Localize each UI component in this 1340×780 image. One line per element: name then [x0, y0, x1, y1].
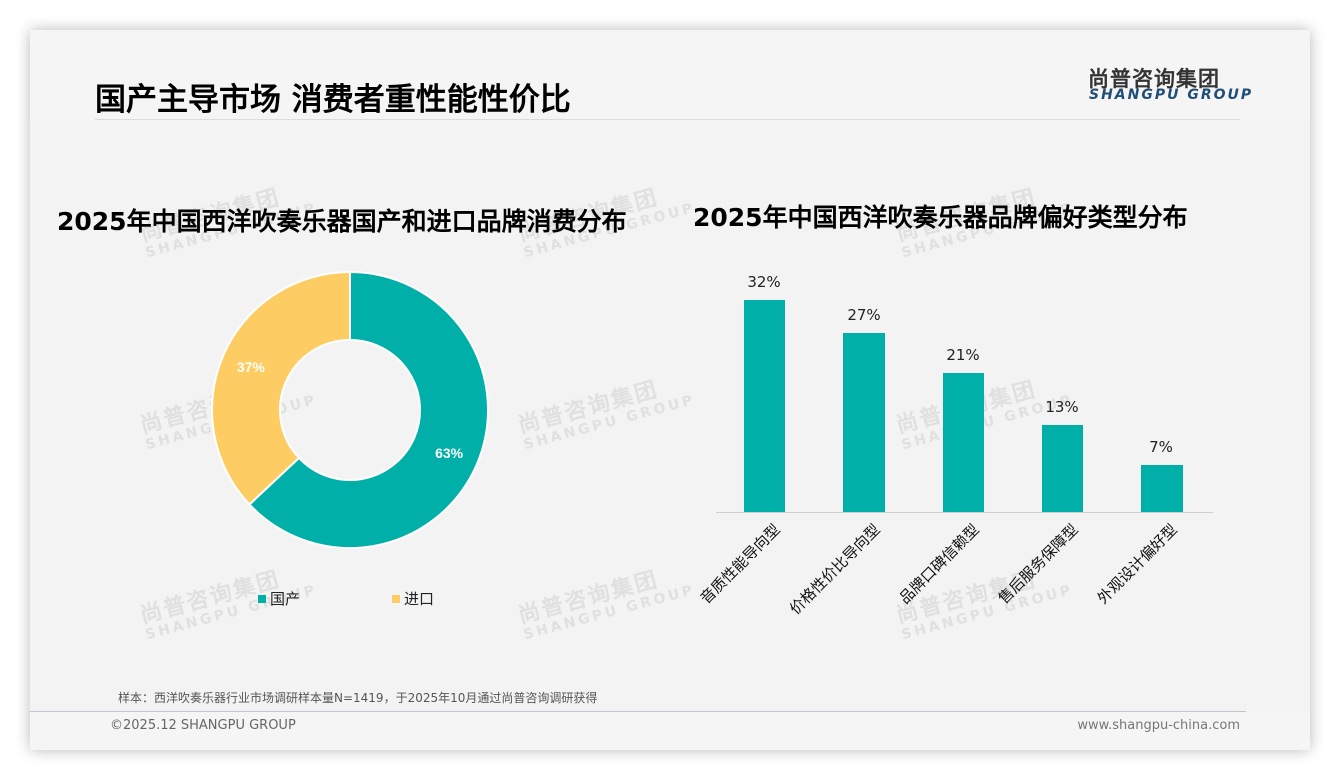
x-axis-label: 价格性价比导向型: [786, 520, 884, 619]
legend-item-import[interactable]: 进口: [392, 588, 434, 609]
footer-band: [30, 712, 1310, 750]
x-axis-label: 售后服务保障型: [994, 520, 1082, 608]
slide: 尚普咨询集团 SHANGPU GROUP 尚普咨询集团 SHANGPU GROUP …: [30, 30, 1310, 750]
legend-label: 进口: [404, 590, 435, 608]
bar-value-label: 21%: [946, 346, 980, 364]
bar-chart: 32% 27% 21% 13% 7%: [30, 30, 1310, 750]
bar-value-label: 27%: [847, 306, 881, 324]
bar-brand-reputation[interactable]: [943, 373, 984, 512]
donut-svg: 63% 37%: [211, 270, 489, 549]
sample-note: 样本：西洋吹奏乐器行业市场调研样本量N=1419，于2025年10月通过尚普咨询…: [118, 691, 598, 705]
bar-value-label: 7%: [1149, 438, 1173, 456]
footer-divider: [30, 711, 1246, 712]
website-link[interactable]: www.shangpu-china.com: [1077, 718, 1240, 733]
legend-swatch-yellow: [392, 594, 400, 603]
bar-after-sales[interactable]: [1042, 425, 1083, 512]
legend-swatch-teal: [258, 594, 266, 603]
bar-value-label: 32%: [747, 273, 781, 291]
page-title: 国产主导市场 消费者重性能性价比: [95, 82, 571, 118]
x-axis-label: 音质性能导向型: [696, 520, 784, 608]
legend-label: 国产: [270, 590, 301, 608]
x-axis-label: 品牌口碑信赖型: [895, 520, 983, 608]
donut-slice-domestic[interactable]: [247, 270, 489, 549]
donut-chart-title: 2025年中国西洋吹奏乐器国产和进口品牌消费分布: [57, 207, 627, 236]
donut-slice-import[interactable]: [211, 270, 351, 506]
donut-chart: 63% 37%: [210, 270, 490, 550]
header-band: [30, 30, 1310, 120]
title-divider: [95, 119, 1240, 120]
logo-text-en: SHANGPU GROUP: [1089, 87, 1254, 103]
copyright: ©2025.12 SHANGPU GROUP: [110, 718, 296, 733]
x-axis-label: 外观设计偏好型: [1093, 520, 1181, 608]
bar-value-label: 13%: [1045, 398, 1079, 416]
legend-item-domestic[interactable]: 国产: [258, 588, 300, 609]
slice-label-domestic: 63%: [435, 445, 464, 461]
bar-price-value[interactable]: [843, 333, 885, 512]
logo-text-cn: 尚普咨询集团: [1088, 67, 1220, 91]
x-axis-line: [716, 512, 1213, 513]
slice-label-import: 37%: [237, 359, 266, 375]
bar-chart-title: 2025年中国西洋吹奏乐器品牌偏好类型分布: [693, 203, 1188, 232]
bar-appearance[interactable]: [1141, 465, 1183, 512]
bar-sound-quality[interactable]: [744, 300, 785, 512]
